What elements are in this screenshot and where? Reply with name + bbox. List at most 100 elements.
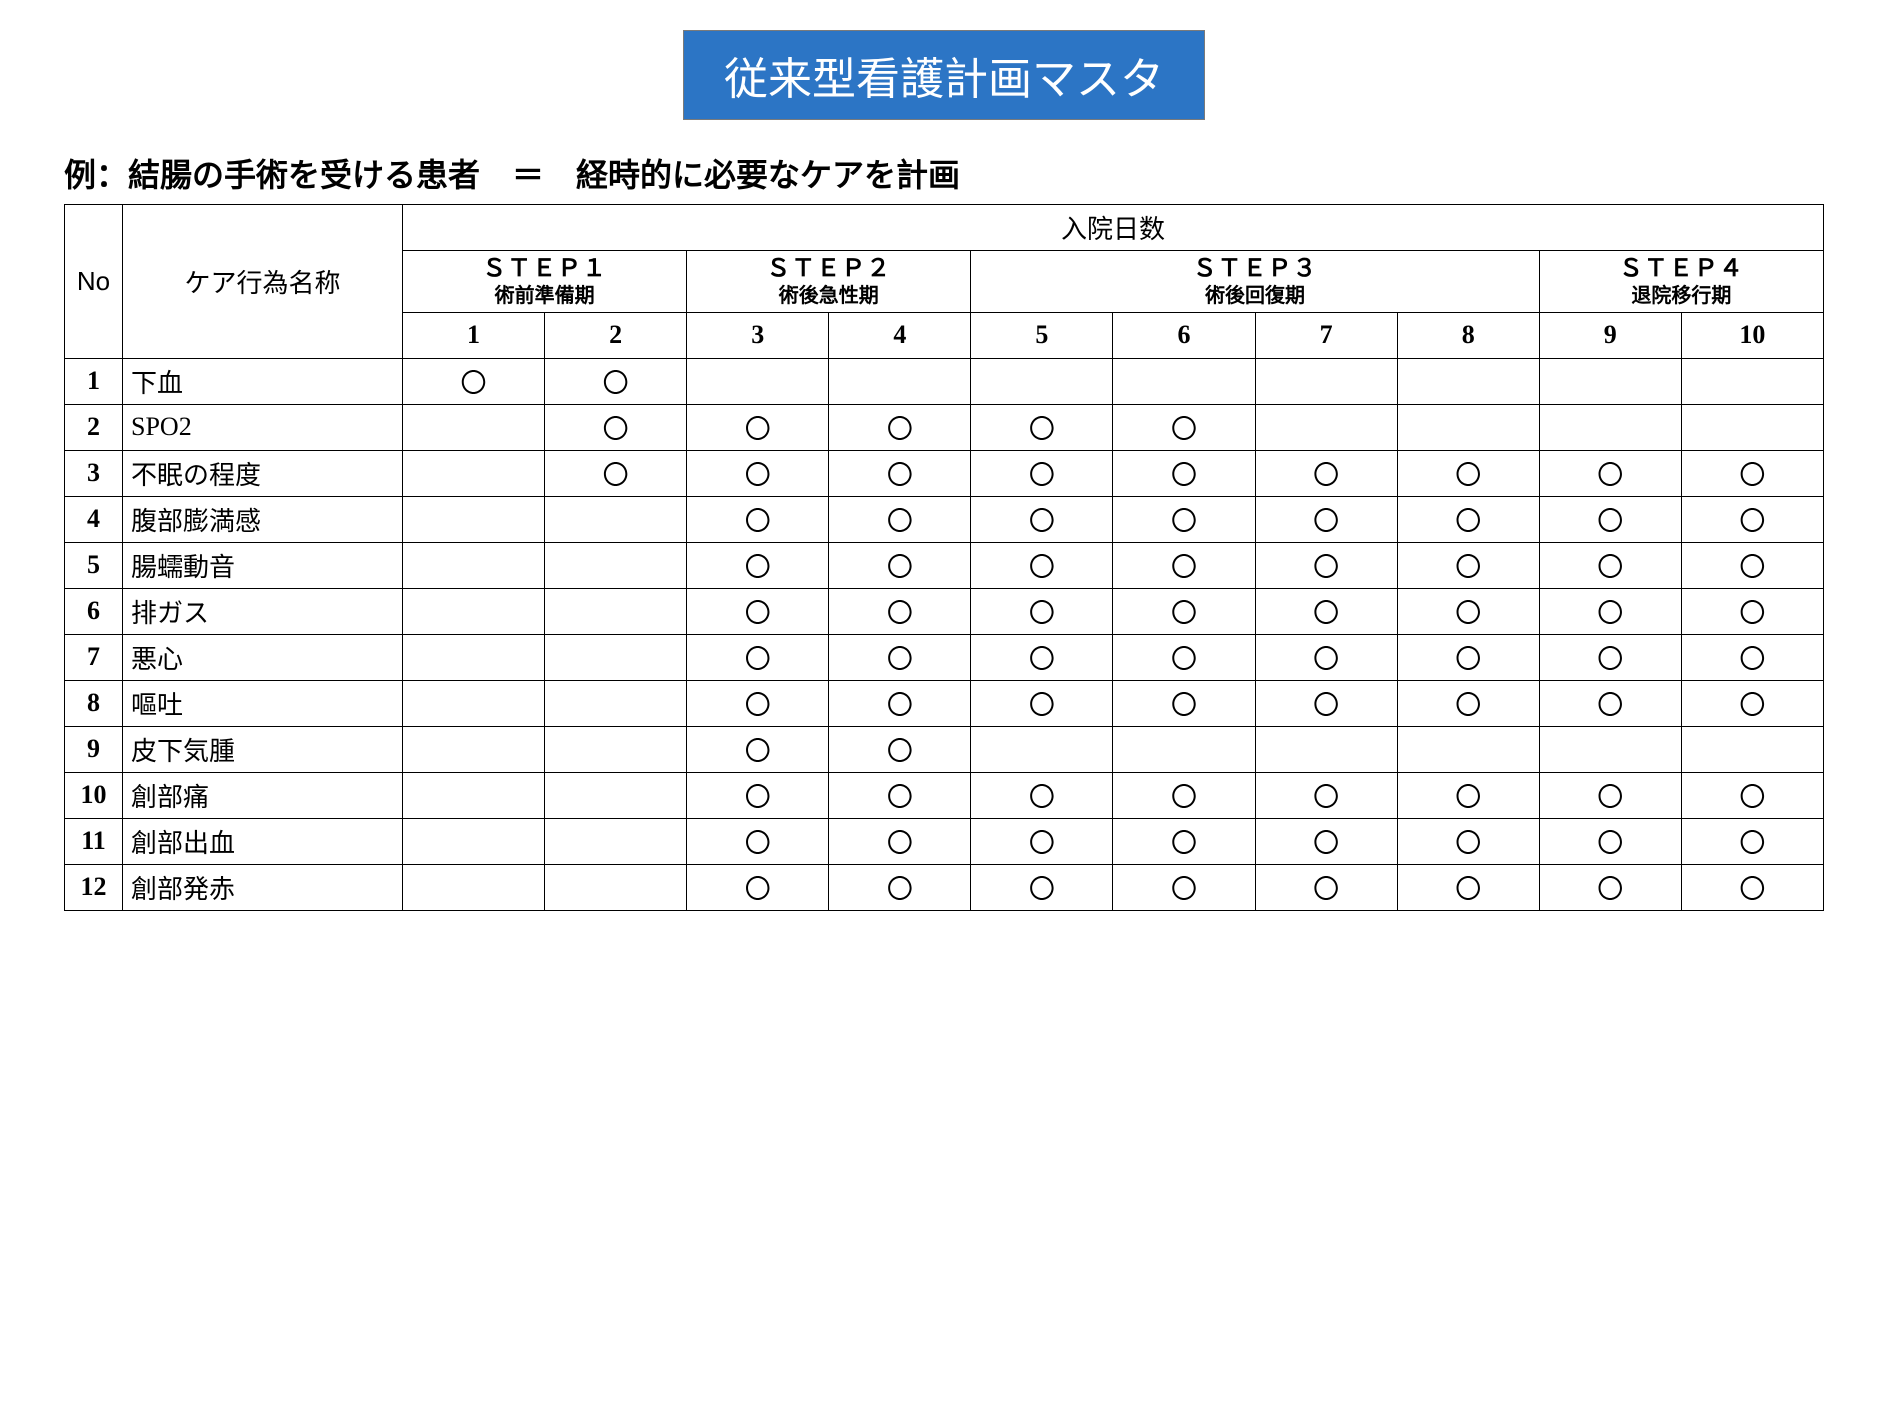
day-cell: 〇 <box>1681 496 1823 542</box>
day-cell: 〇 <box>1681 772 1823 818</box>
header-care-name: ケア行為名称 <box>123 205 403 359</box>
circle-mark-icon: 〇 <box>887 690 913 720</box>
day-cell: 〇 <box>687 542 829 588</box>
table-row: 3不眠の程度〇〇〇〇〇〇〇〇〇 <box>65 450 1824 496</box>
circle-mark-icon: 〇 <box>1313 828 1339 858</box>
day-cell: 〇 <box>829 772 971 818</box>
circle-mark-icon: 〇 <box>1029 506 1055 536</box>
day-cell: 〇 <box>403 358 545 404</box>
day-cell: 〇 <box>971 588 1113 634</box>
day-cell <box>1113 358 1255 404</box>
day-cell <box>1397 726 1539 772</box>
day-cell: 〇 <box>1397 864 1539 910</box>
table-row: 11創部出血〇〇〇〇〇〇〇〇 <box>65 818 1824 864</box>
circle-mark-icon: 〇 <box>1455 552 1481 582</box>
header-step-2: ＳＴＥＰ２術後急性期 <box>687 251 971 313</box>
table-row: 10創部痛〇〇〇〇〇〇〇〇 <box>65 772 1824 818</box>
header-day-1: 1 <box>403 312 545 358</box>
day-cell: 〇 <box>971 496 1113 542</box>
circle-mark-icon: 〇 <box>1171 644 1197 674</box>
circle-mark-icon: 〇 <box>1597 874 1623 904</box>
header-day-7: 7 <box>1255 312 1397 358</box>
day-cell: 〇 <box>1539 450 1681 496</box>
circle-mark-icon: 〇 <box>887 644 913 674</box>
header-step-4: ＳＴＥＰ４退院移行期 <box>1539 251 1823 313</box>
day-cell: 〇 <box>1397 542 1539 588</box>
circle-mark-icon: 〇 <box>887 552 913 582</box>
header-days-label: 入院日数 <box>403 205 1824 251</box>
care-name-cell: 嘔吐 <box>123 680 403 726</box>
circle-mark-icon: 〇 <box>1597 552 1623 582</box>
row-number: 5 <box>65 542 123 588</box>
day-cell <box>403 680 545 726</box>
day-cell: 〇 <box>829 726 971 772</box>
day-cell <box>1539 726 1681 772</box>
circle-mark-icon: 〇 <box>745 552 771 582</box>
day-cell: 〇 <box>971 404 1113 450</box>
circle-mark-icon: 〇 <box>1029 552 1055 582</box>
row-number: 7 <box>65 634 123 680</box>
circle-mark-icon: 〇 <box>1455 874 1481 904</box>
day-cell: 〇 <box>1255 634 1397 680</box>
day-cell: 〇 <box>687 404 829 450</box>
circle-mark-icon: 〇 <box>1313 782 1339 812</box>
table-row: 8嘔吐〇〇〇〇〇〇〇〇 <box>65 680 1824 726</box>
circle-mark-icon: 〇 <box>745 414 771 444</box>
circle-mark-icon: 〇 <box>887 460 913 490</box>
step-sublabel: 術後回復期 <box>977 284 1532 308</box>
circle-mark-icon: 〇 <box>745 782 771 812</box>
day-cell: 〇 <box>1681 634 1823 680</box>
day-cell <box>403 588 545 634</box>
day-cell <box>403 450 545 496</box>
care-name-cell: 下血 <box>123 358 403 404</box>
header-step-3: ＳＴＥＰ３術後回復期 <box>971 251 1539 313</box>
day-cell <box>403 634 545 680</box>
row-number: 11 <box>65 818 123 864</box>
day-cell: 〇 <box>1113 404 1255 450</box>
day-cell <box>1255 358 1397 404</box>
circle-mark-icon: 〇 <box>1739 506 1765 536</box>
circle-mark-icon: 〇 <box>1171 460 1197 490</box>
care-name-cell: 悪心 <box>123 634 403 680</box>
header-day-2: 2 <box>545 312 687 358</box>
row-number: 9 <box>65 726 123 772</box>
circle-mark-icon: 〇 <box>1029 644 1055 674</box>
circle-mark-icon: 〇 <box>1455 782 1481 812</box>
circle-mark-icon: 〇 <box>1455 644 1481 674</box>
row-number: 10 <box>65 772 123 818</box>
day-cell: 〇 <box>1255 450 1397 496</box>
day-cell: 〇 <box>829 496 971 542</box>
care-name-cell: SPO2 <box>123 404 403 450</box>
day-cell: 〇 <box>1681 542 1823 588</box>
row-number: 2 <box>65 404 123 450</box>
header-day-9: 9 <box>1539 312 1681 358</box>
day-cell: 〇 <box>1113 680 1255 726</box>
circle-mark-icon: 〇 <box>1455 828 1481 858</box>
day-cell: 〇 <box>971 634 1113 680</box>
day-cell: 〇 <box>829 818 971 864</box>
day-cell: 〇 <box>1113 542 1255 588</box>
table-row: 2SPO2〇〇〇〇〇 <box>65 404 1824 450</box>
page-subtitle: 例：結腸の手術を受ける患者 ＝ 経時的に必要なケアを計画 <box>64 150 1848 196</box>
day-cell: 〇 <box>1539 588 1681 634</box>
step-label: ＳＴＥＰ１ <box>409 255 680 284</box>
step-label: ＳＴＥＰ４ <box>1546 255 1817 284</box>
circle-mark-icon: 〇 <box>1739 598 1765 628</box>
circle-mark-icon: 〇 <box>1597 644 1623 674</box>
day-cell: 〇 <box>1255 818 1397 864</box>
day-cell: 〇 <box>971 772 1113 818</box>
day-cell <box>403 818 545 864</box>
day-cell: 〇 <box>1113 864 1255 910</box>
header-no: No <box>65 205 123 359</box>
step-sublabel: 術前準備期 <box>409 284 680 308</box>
circle-mark-icon: 〇 <box>1597 460 1623 490</box>
circle-mark-icon: 〇 <box>1597 690 1623 720</box>
day-cell: 〇 <box>1397 634 1539 680</box>
circle-mark-icon: 〇 <box>1313 506 1339 536</box>
header-day-3: 3 <box>687 312 829 358</box>
circle-mark-icon: 〇 <box>1597 598 1623 628</box>
day-cell: 〇 <box>687 772 829 818</box>
day-cell: 〇 <box>545 358 687 404</box>
circle-mark-icon: 〇 <box>887 828 913 858</box>
circle-mark-icon: 〇 <box>1171 874 1197 904</box>
